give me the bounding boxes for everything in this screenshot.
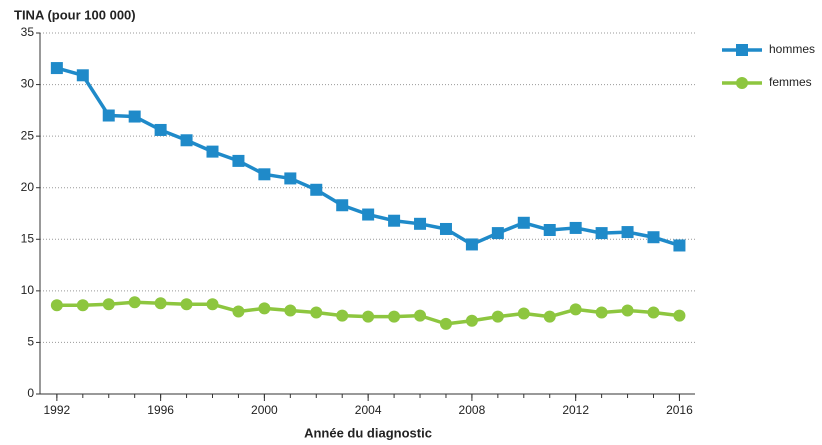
- marker: [595, 227, 608, 240]
- marker: [310, 306, 323, 319]
- y-tick-label: 35: [21, 25, 35, 39]
- marker: [647, 306, 660, 319]
- y-tick-label: 0: [27, 386, 34, 400]
- legend-label: femmes: [769, 75, 812, 89]
- marker: [465, 314, 478, 327]
- marker: [76, 69, 89, 82]
- marker: [414, 309, 427, 322]
- marker: [388, 214, 401, 227]
- marker: [180, 134, 193, 147]
- marker: [154, 123, 167, 136]
- y-tick-label: 5: [27, 335, 34, 349]
- x-tick-label: 1992: [44, 403, 71, 417]
- marker: [336, 309, 349, 322]
- y-tick-label: 20: [21, 180, 35, 194]
- marker: [621, 304, 634, 317]
- marker: [336, 199, 349, 212]
- marker: [310, 183, 323, 196]
- marker: [569, 221, 582, 234]
- marker: [76, 299, 89, 312]
- marker: [154, 297, 167, 310]
- marker: [258, 302, 271, 315]
- marker: [232, 305, 245, 318]
- marker: [258, 168, 271, 181]
- y-tick-label: 10: [21, 283, 35, 297]
- x-tick-label: 2000: [251, 403, 278, 417]
- marker: [595, 306, 608, 319]
- x-tick-label: 2016: [666, 403, 693, 417]
- marker: [517, 307, 530, 320]
- y-tick-label: 15: [21, 231, 35, 245]
- marker: [465, 238, 478, 251]
- x-axis-label: Année du diagnostic: [304, 425, 432, 440]
- marker: [128, 296, 141, 309]
- marker: [647, 231, 660, 244]
- marker: [50, 299, 63, 312]
- marker: [284, 304, 297, 317]
- y-tick-label: 25: [21, 128, 35, 142]
- marker: [362, 310, 375, 323]
- x-tick-label: 2008: [459, 403, 486, 417]
- marker: [439, 317, 452, 330]
- marker: [206, 145, 219, 158]
- marker: [128, 110, 141, 123]
- marker: [50, 62, 63, 75]
- marker: [362, 208, 375, 221]
- marker: [102, 109, 115, 122]
- marker: [491, 227, 504, 240]
- marker: [621, 226, 634, 239]
- marker: [517, 216, 530, 229]
- x-tick-label: 1996: [147, 403, 174, 417]
- y-tick-label: 30: [21, 77, 35, 91]
- marker: [543, 310, 556, 323]
- x-tick-label: 2012: [562, 403, 589, 417]
- marker: [284, 172, 297, 185]
- marker: [673, 239, 686, 252]
- marker: [673, 309, 686, 322]
- marker: [569, 303, 582, 316]
- marker: [388, 310, 401, 323]
- x-tick-label: 2004: [355, 403, 382, 417]
- marker: [491, 310, 504, 323]
- legend-marker: [736, 44, 748, 56]
- legend-marker: [736, 77, 748, 89]
- marker: [102, 298, 115, 311]
- marker: [543, 224, 556, 237]
- chart-title: TINA (pour 100 000): [14, 7, 136, 22]
- marker: [439, 222, 452, 235]
- marker: [180, 298, 193, 311]
- legend-label: hommes: [769, 42, 815, 56]
- marker: [206, 298, 219, 311]
- marker: [414, 217, 427, 230]
- marker: [232, 154, 245, 167]
